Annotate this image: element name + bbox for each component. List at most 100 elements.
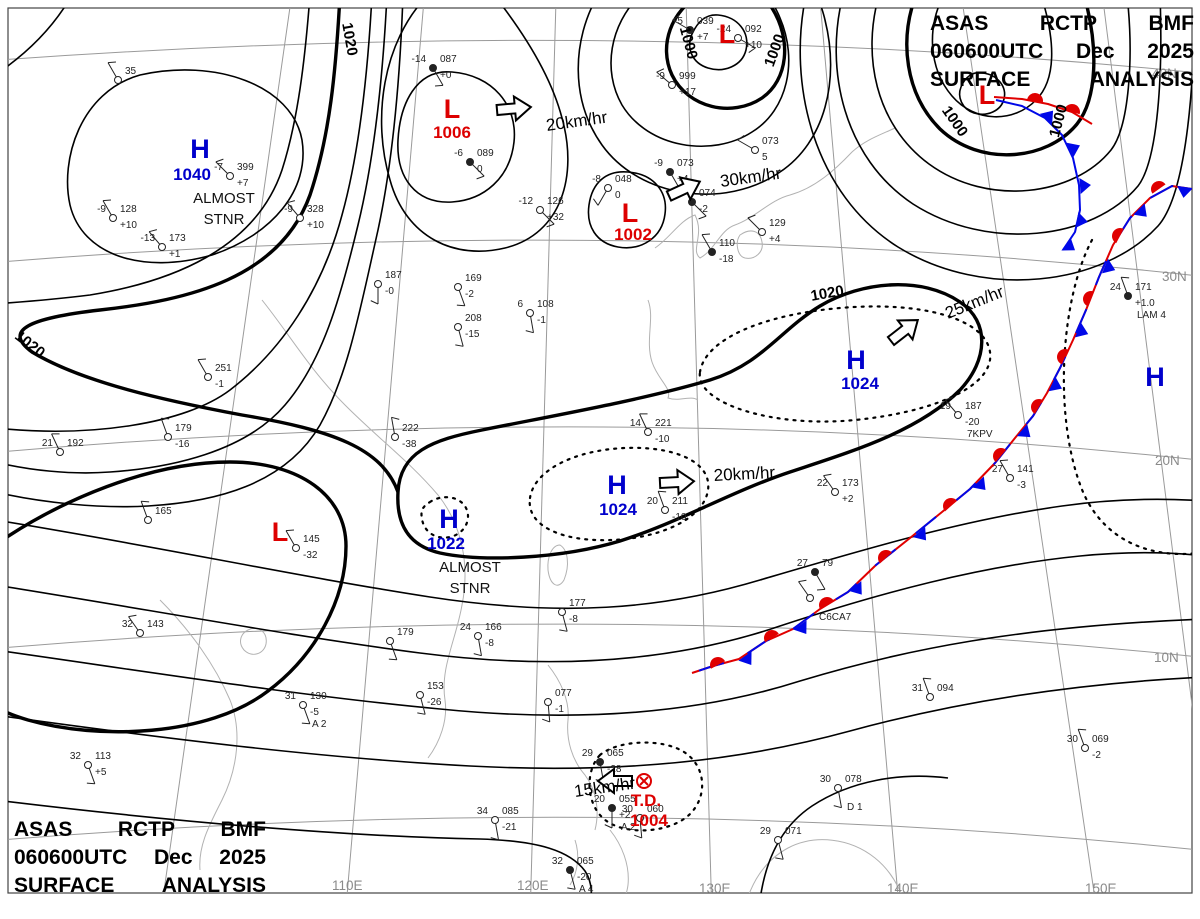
station-temp: -12 [519, 196, 534, 207]
pressure-symbol: H [1145, 362, 1165, 392]
station-temp: -13 [141, 233, 156, 244]
title-word: BMF [1148, 12, 1195, 35]
wind-barb-tick [658, 490, 667, 493]
cold-front-triangle [1075, 322, 1089, 338]
warm-front-semicircle [1151, 181, 1166, 194]
station-pressure: 130 [310, 691, 327, 702]
station-temp: 22 [817, 478, 829, 489]
station-pressure: 092 [745, 24, 762, 35]
station-tendency: +2 [842, 494, 854, 505]
wind-barb-tick [455, 344, 464, 347]
wind-barb-tick [748, 47, 756, 53]
wind-barb-tick [672, 15, 680, 21]
station-plot: 169-2 [454, 273, 482, 307]
wind-barb-tick [197, 358, 207, 361]
wind-barb-tick [370, 300, 379, 305]
station-plot: 31 130 -5A 2 [285, 691, 327, 730]
isobars-dotted [420, 238, 1192, 832]
station-circle [386, 637, 394, 645]
station-circle [299, 701, 307, 709]
station-plot: -9 999 +17 [656, 68, 696, 98]
station-temp: -9 [656, 71, 665, 82]
station-temp: 24 [460, 622, 472, 633]
station-temp: 31 [912, 683, 924, 694]
station-tendency: -1 [555, 704, 564, 715]
station-plot: 165 [140, 500, 172, 524]
station-plot: 129+4 [747, 214, 786, 245]
station-temp: 6 [517, 299, 523, 310]
station-temp: -9 [654, 158, 663, 169]
station-circle [466, 158, 474, 166]
station-circle [204, 373, 212, 381]
wind-barb-tick [215, 158, 224, 163]
station-pressure: 145 [303, 534, 320, 545]
wind-barb-tick [285, 529, 295, 532]
station-tendency: -8 [569, 614, 578, 625]
title-word: Dec [1075, 40, 1115, 63]
station-circle [292, 544, 300, 552]
station-tendency: -21 [502, 822, 517, 833]
title-word: RCTP [117, 818, 176, 841]
station-tendency: +1 [169, 249, 181, 260]
station-pressure: 085 [502, 806, 519, 817]
station-pressure: 039 [697, 16, 714, 27]
title-block-bottom-left: ASAS RCTP BMF 060600UTC Dec 2025 SURFACE… [14, 818, 266, 902]
low-center: L [272, 517, 289, 547]
station-id: A 2 [312, 719, 327, 730]
station-plot: 077-1 [542, 688, 572, 723]
title-word: ANALYSIS [161, 874, 266, 897]
station-tendency: -2 [465, 289, 474, 300]
station-pressure: 173 [842, 478, 859, 489]
station-tendency: -15 [465, 329, 480, 340]
station-circle [604, 184, 612, 192]
low-center: L [979, 80, 996, 110]
title-word: 2025 [1147, 40, 1194, 63]
station-plots-layer: 35 -7 399 +7 -9 328 +10 -9 128 +10 -13 173 +1 -14 087 +… [42, 15, 1166, 893]
warm-front-semicircle [993, 448, 1007, 463]
wind-barb-tick [542, 718, 550, 723]
station-tendency: -1 [537, 315, 546, 326]
station-pressure: 074 [699, 188, 716, 199]
station-circle [636, 814, 644, 822]
station-tendency: +10 [120, 220, 137, 231]
station-plot: -9 128 +10 [97, 199, 137, 231]
station-tendency: -38 [402, 439, 417, 450]
wind-barb-tick [823, 473, 832, 477]
station-circle [1124, 292, 1132, 300]
station-circle [566, 866, 574, 874]
station-plot: 27 141 -3 [992, 459, 1034, 491]
station-tendency: -16 [175, 439, 190, 450]
station-circle [758, 228, 766, 236]
warm-front-semicircle [710, 657, 726, 669]
station-circle [811, 568, 819, 576]
station-circle [84, 761, 92, 769]
title-word: 2025 [219, 846, 266, 869]
station-plot: 30 069 -2 [1067, 728, 1109, 761]
cold-front-triangle [848, 581, 862, 595]
station-id: D 1 [847, 802, 863, 813]
station-tendency: +2 [619, 810, 631, 821]
station-plot: 34 085 -21 [477, 806, 519, 841]
station-temp: 20 [594, 794, 606, 805]
warm-front-semicircle [878, 550, 892, 564]
title-word: SURFACE [14, 874, 115, 897]
station-temp: 29 [582, 748, 594, 759]
station-tendency: +0 [440, 70, 452, 81]
station-plot: 31 094 [912, 677, 954, 701]
pressure-value: 1024 [841, 374, 879, 393]
wind-barb-tick [107, 61, 117, 64]
station-plot: 32 113 +5 [70, 751, 111, 785]
title-word: ANALYSIS [1089, 68, 1194, 91]
station-plot: 30 060 [622, 804, 664, 839]
station-plot: 35 [107, 61, 137, 84]
station-circle [454, 323, 462, 331]
pressure-centers-layer: H1040ALMOSTSTNRL1006L1002LLLH1024H1024H1… [173, 19, 1165, 830]
warm-front-semicircle [943, 498, 957, 512]
station-tendency: 5 [762, 152, 768, 163]
station-temp: 32 [70, 751, 82, 762]
